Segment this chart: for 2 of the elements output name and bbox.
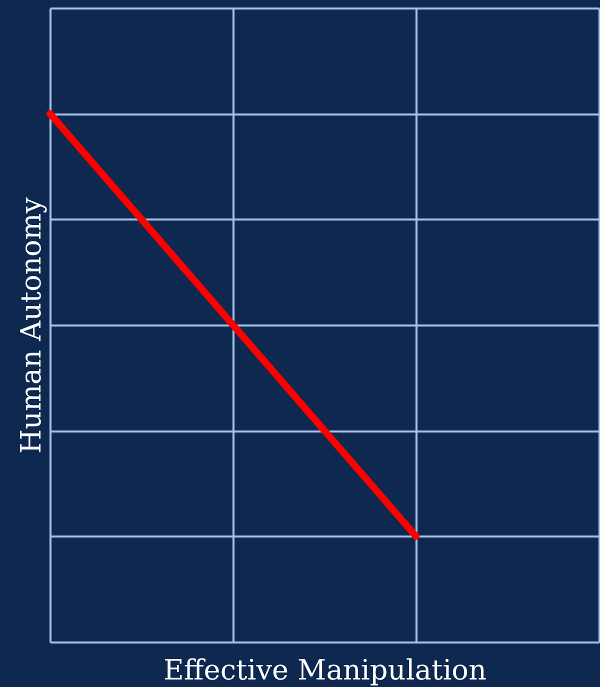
y-axis-title: Human Autonomy [14,197,48,454]
x-axis-title: Effective Manipulation [163,654,487,686]
